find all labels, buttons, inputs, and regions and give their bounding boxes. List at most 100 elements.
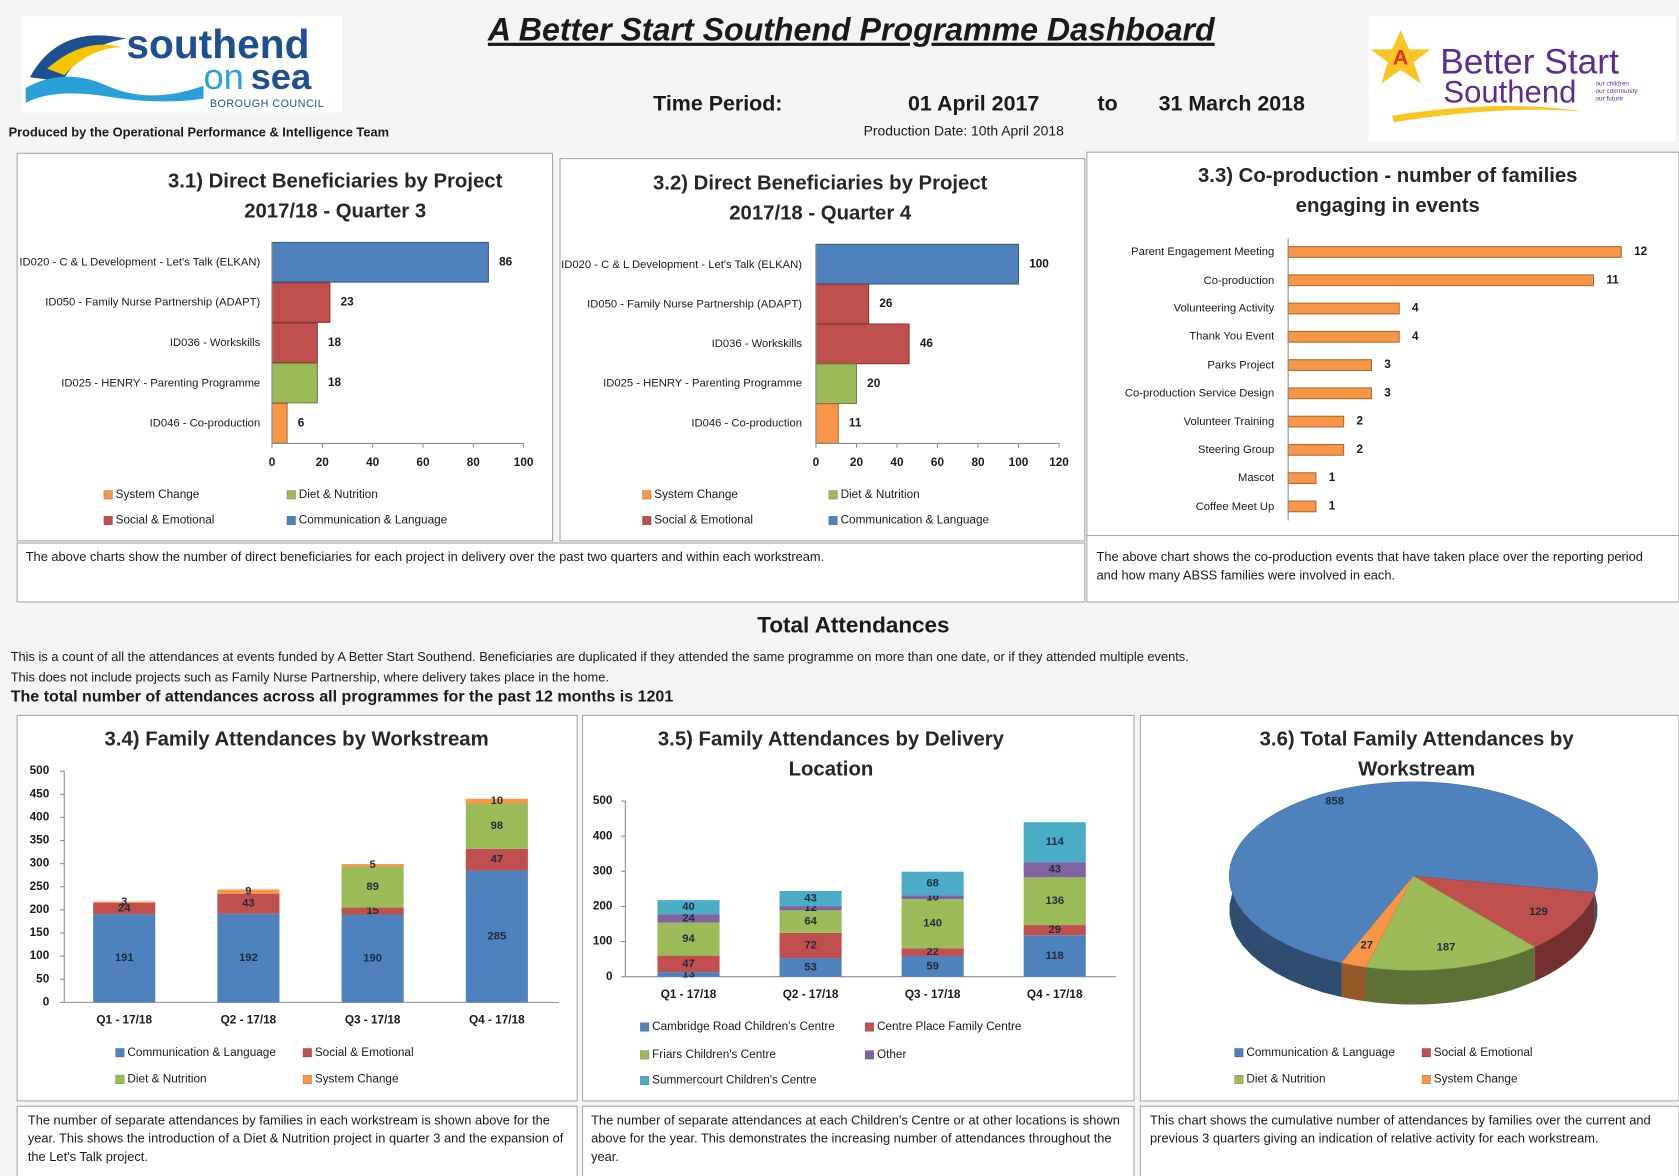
value-label: 20	[867, 377, 881, 390]
category-label-box: ID050 - Family Nurse Partnership (ADAPT)	[587, 297, 803, 311]
category-label-box: ID036 - Workskills	[169, 336, 261, 350]
value-label: 64	[804, 916, 817, 928]
produced-by: Produced by the Operational Performance …	[9, 124, 389, 139]
legend-swatch	[1421, 1048, 1431, 1058]
chart-title: engaging in events	[1296, 195, 1480, 217]
x-tick-label: Q1 - 17/18	[661, 988, 717, 1001]
x-tick-label: 100	[514, 456, 534, 469]
legend-swatch	[302, 1074, 312, 1085]
value-label: 140	[923, 918, 942, 930]
caption: The number of separate attendances at ea…	[591, 1112, 1120, 1165]
bar	[1287, 274, 1595, 287]
value-label: 11	[849, 417, 862, 430]
x-tick-label: Q4 - 17/18	[469, 1014, 525, 1027]
value-label: 29	[1048, 924, 1061, 936]
category-label: Co-production	[1203, 273, 1275, 287]
bar	[1287, 415, 1345, 428]
chart-title: 3.6) Total Family Attendances by	[1260, 728, 1575, 750]
pie-slice-side	[1341, 962, 1367, 1002]
y-tick-label: 300	[593, 864, 613, 877]
intro-line: This does not include projects such as F…	[11, 669, 609, 684]
value-label: 2	[1357, 443, 1364, 456]
category-label: ID020 - C & L Development - Let's Talk (…	[19, 255, 261, 269]
caption: The number of separate attendances by fa…	[27, 1112, 564, 1165]
y-tick-label: 0	[606, 970, 613, 983]
category-label: ID050 - Family Nurse Partnership (ADAPT)	[587, 297, 803, 311]
category-label-box: Co-production	[1203, 273, 1275, 287]
caption: The above charts show the number of dire…	[25, 549, 825, 565]
bar	[1287, 302, 1400, 315]
logo-text: sea	[251, 56, 312, 97]
bar	[815, 283, 870, 325]
legend-label: Other	[877, 1048, 907, 1061]
category-label-box: Volunteer Training	[1184, 415, 1275, 428]
value-label: 23	[341, 296, 355, 309]
y-tick-label: 400	[593, 829, 613, 842]
x-tick-label: 40	[366, 456, 380, 469]
value-label: 98	[491, 820, 504, 832]
category-label: ID046 - Co-production	[149, 416, 261, 430]
value-label: 72	[804, 939, 817, 951]
category-label-box: Coffee Meet Up	[1196, 500, 1275, 513]
legend-swatch	[115, 1074, 125, 1085]
x-tick-label: 0	[269, 456, 276, 469]
chart-title: 3.3) Co-production - number of families	[1198, 165, 1577, 187]
bar	[271, 322, 318, 364]
bar	[815, 323, 910, 365]
chart-title: 3.2) Direct Beneficiaries by Project	[653, 173, 988, 195]
caption-panel	[581, 1105, 1135, 1176]
bar	[271, 362, 318, 404]
category-label: ID025 - HENRY - Parenting Programme	[61, 376, 261, 390]
x-tick-label: Q1 - 17/18	[96, 1014, 152, 1027]
pie-slice	[1365, 875, 1536, 971]
value-label: 11	[1606, 273, 1619, 286]
bar	[1287, 330, 1400, 343]
caption-box: The above chart shows the co-production …	[1096, 549, 1643, 583]
value-label: 191	[115, 952, 134, 964]
category-label-box: Volunteering Activity	[1173, 302, 1275, 315]
legend-label: Diet & Nutrition	[127, 1073, 206, 1086]
x-tick-label: 20	[316, 456, 330, 469]
bar	[1287, 359, 1372, 371]
y-tick-label: 200	[593, 900, 613, 913]
y-tick-label: 500	[30, 764, 50, 777]
category-label: Parent Engagement Meeting	[1131, 245, 1275, 259]
legend-label: System Change	[116, 488, 200, 501]
category-label-box: ID036 - Workskills	[712, 337, 802, 350]
category-label: ID036 - Workskills	[169, 336, 261, 350]
value-label: 858	[1325, 795, 1344, 807]
bar	[271, 282, 331, 323]
chart-title: 3.1) Direct Beneficiaries by Project	[168, 171, 503, 193]
bar-segment	[657, 922, 720, 956]
bar-segment	[465, 870, 528, 1003]
bar-segment	[779, 890, 842, 907]
value-label: 3	[1384, 386, 1391, 399]
legend-swatch	[642, 515, 652, 526]
legend-label: Communication & Language	[841, 514, 990, 527]
bar-segment	[1023, 935, 1086, 977]
value-label: 68	[926, 878, 939, 890]
caption-panel	[16, 542, 1086, 603]
value-label: 26	[879, 297, 893, 310]
value-label: 5	[370, 859, 376, 871]
chart-title: 2017/18 - Quarter 4	[729, 203, 912, 225]
legend-swatch	[828, 490, 838, 500]
logo-swoosh	[47, 44, 123, 76]
value-label: 1	[1329, 471, 1336, 484]
caption-box: The number of separate attendances by fa…	[27, 1112, 564, 1165]
y-tick-label: 300	[30, 857, 50, 870]
value-label: 59	[926, 960, 939, 972]
category-label: Volunteering Activity	[1173, 302, 1275, 315]
bar-segment	[657, 914, 720, 923]
caption: The above chart shows the co-production …	[1096, 549, 1643, 583]
category-label: ID025 - HENRY - Parenting Programme	[603, 377, 803, 391]
legend-swatch	[640, 1022, 650, 1032]
legend-swatch	[286, 490, 296, 500]
value-label: 114	[1046, 836, 1065, 848]
legend-label: Diet & Nutrition	[841, 488, 920, 501]
pie-slice-side	[1534, 892, 1595, 982]
category-label: Thank You Event	[1189, 330, 1275, 344]
pie-slice	[1229, 781, 1598, 964]
legend-label: Friars Children's Centre	[652, 1048, 776, 1061]
legend-label: Social & Emotional	[315, 1046, 414, 1059]
